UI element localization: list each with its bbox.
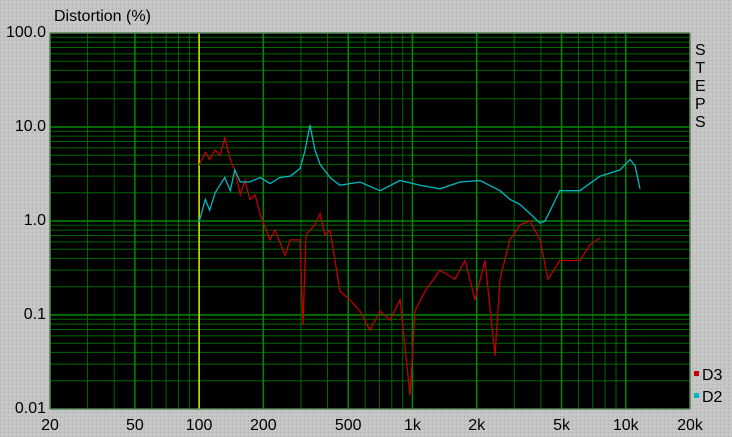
x-tick-label: 10k	[613, 417, 640, 434]
legend-swatch	[694, 393, 699, 398]
data-line	[198, 124, 641, 224]
y-tick-label: 100.0	[6, 24, 46, 41]
legend-swatch	[694, 371, 699, 376]
x-tick-label: 1k	[404, 417, 422, 434]
y-tick-label: 10.0	[15, 118, 46, 135]
y-tick-label: 0.01	[15, 400, 46, 417]
x-tick-label: 2k	[468, 417, 486, 434]
x-tick-label: 500	[335, 417, 362, 434]
data-line	[198, 135, 601, 396]
chart-title: Distortion (%)	[54, 8, 151, 25]
y-tick-label: 0.1	[24, 306, 46, 323]
x-tick-label: 50	[126, 417, 144, 434]
x-tick-label: 5k	[553, 417, 571, 434]
legend-label: D2	[702, 389, 723, 406]
x-tick-label: 20	[41, 417, 59, 434]
side-label: STEPS	[692, 42, 709, 132]
x-tick-label: 200	[250, 417, 277, 434]
x-tick-label: 100	[186, 417, 213, 434]
x-tick-label: 20k	[677, 417, 704, 434]
y-tick-label: 1.0	[24, 212, 46, 229]
plot-border	[49, 32, 691, 410]
legend-label: D3	[702, 367, 723, 384]
